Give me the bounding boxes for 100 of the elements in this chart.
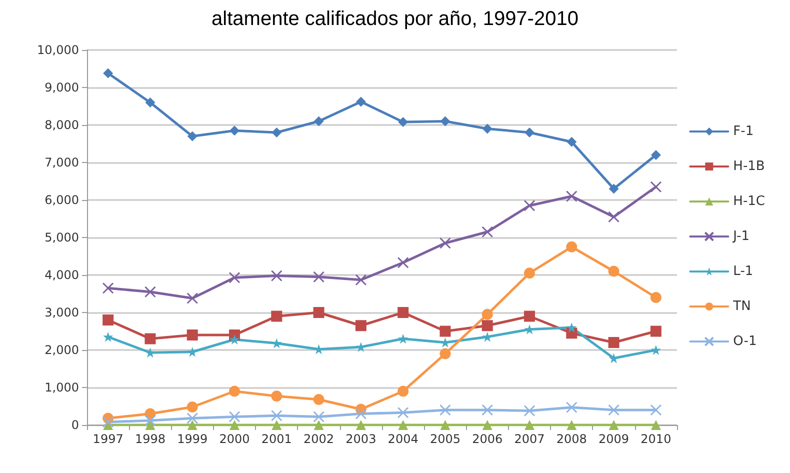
point — [482, 420, 492, 430]
legend-label: H-1B — [733, 159, 765, 174]
legend-label: TN — [732, 299, 751, 314]
y-tick-label: 6,000 — [44, 193, 79, 207]
point — [230, 420, 240, 430]
point — [524, 405, 536, 416]
x-tick-label: 2006 — [472, 432, 503, 446]
chart-title: altamente calificados por año, 1997-2010 — [212, 8, 578, 30]
point — [270, 270, 282, 282]
point — [187, 131, 198, 142]
y-tick-label: 2,000 — [44, 343, 79, 357]
point — [313, 394, 324, 405]
point — [608, 404, 620, 416]
point — [102, 282, 114, 294]
point — [145, 98, 156, 108]
point — [482, 320, 493, 332]
x-tick-label: 2002 — [304, 432, 334, 446]
point — [355, 320, 366, 332]
point — [650, 181, 662, 193]
point — [524, 420, 534, 430]
point — [440, 348, 451, 360]
point — [440, 326, 451, 337]
point — [186, 330, 198, 340]
y-tick-label: 4,000 — [44, 268, 79, 282]
point — [650, 150, 661, 160]
point — [524, 310, 535, 322]
point — [230, 334, 240, 344]
point — [524, 128, 534, 138]
point — [102, 416, 114, 428]
point — [524, 324, 534, 334]
point — [230, 126, 240, 136]
x-tick-label: 2003 — [346, 432, 376, 446]
point — [186, 412, 198, 424]
x-tick-label: 2004 — [388, 432, 418, 446]
y-tick-label: 10,000 — [37, 43, 79, 57]
point — [186, 402, 198, 412]
y-tick-label: 8,000 — [44, 118, 79, 132]
x-tick-label: 2008 — [556, 432, 587, 446]
point — [482, 308, 493, 320]
point — [187, 346, 198, 357]
point — [102, 314, 114, 326]
point — [355, 408, 367, 420]
point — [566, 136, 577, 147]
point — [356, 420, 366, 430]
point — [103, 332, 114, 342]
point — [228, 272, 240, 284]
point — [440, 420, 450, 430]
legend-label: L-1 — [733, 264, 754, 279]
point — [187, 420, 198, 430]
point — [566, 420, 577, 430]
x-tick-label: 2005 — [430, 432, 460, 446]
point — [524, 268, 535, 279]
point — [398, 420, 408, 430]
point — [356, 96, 366, 107]
x-tick-label: 2000 — [219, 432, 250, 446]
point — [398, 334, 408, 344]
point — [650, 420, 661, 430]
point — [145, 420, 156, 430]
point — [270, 410, 282, 422]
point — [314, 420, 324, 430]
point — [566, 322, 577, 332]
point — [271, 390, 282, 402]
x-tick-label: 1998 — [134, 432, 166, 446]
legend-label: O-1 — [733, 334, 757, 349]
point — [482, 226, 494, 238]
point — [608, 266, 620, 277]
point — [398, 117, 408, 127]
point — [650, 404, 662, 416]
x-tick-label: 1999 — [177, 432, 208, 446]
point — [439, 237, 451, 249]
point — [650, 292, 662, 303]
point — [186, 292, 198, 304]
point — [144, 333, 156, 344]
point — [608, 420, 619, 430]
y-tick-label: 3,000 — [44, 306, 79, 320]
point — [271, 310, 282, 322]
point — [524, 200, 536, 212]
point — [272, 420, 282, 430]
point — [313, 271, 325, 283]
point — [397, 256, 409, 268]
point — [314, 116, 324, 126]
x-tick-label: 2009 — [598, 432, 630, 446]
legend-label: F-1 — [733, 124, 754, 139]
point — [566, 402, 578, 414]
y-tick-label: 0 — [71, 418, 79, 432]
x-tick-label: 2007 — [514, 432, 545, 446]
x-tick-label: 1997 — [92, 432, 124, 446]
point — [103, 68, 114, 78]
x-tick-label: 2001 — [261, 432, 292, 446]
point — [313, 307, 324, 318]
point — [439, 404, 451, 416]
y-tick-label: 7,000 — [44, 156, 79, 170]
point — [398, 386, 409, 397]
y-tick-label: 9,000 — [44, 80, 79, 94]
y-tick-label: 1,000 — [44, 380, 79, 394]
point — [313, 411, 325, 422]
point — [566, 241, 578, 252]
legend-label: H-1C — [733, 194, 766, 209]
point — [482, 404, 494, 416]
x-tick-label: 2010 — [640, 432, 672, 446]
